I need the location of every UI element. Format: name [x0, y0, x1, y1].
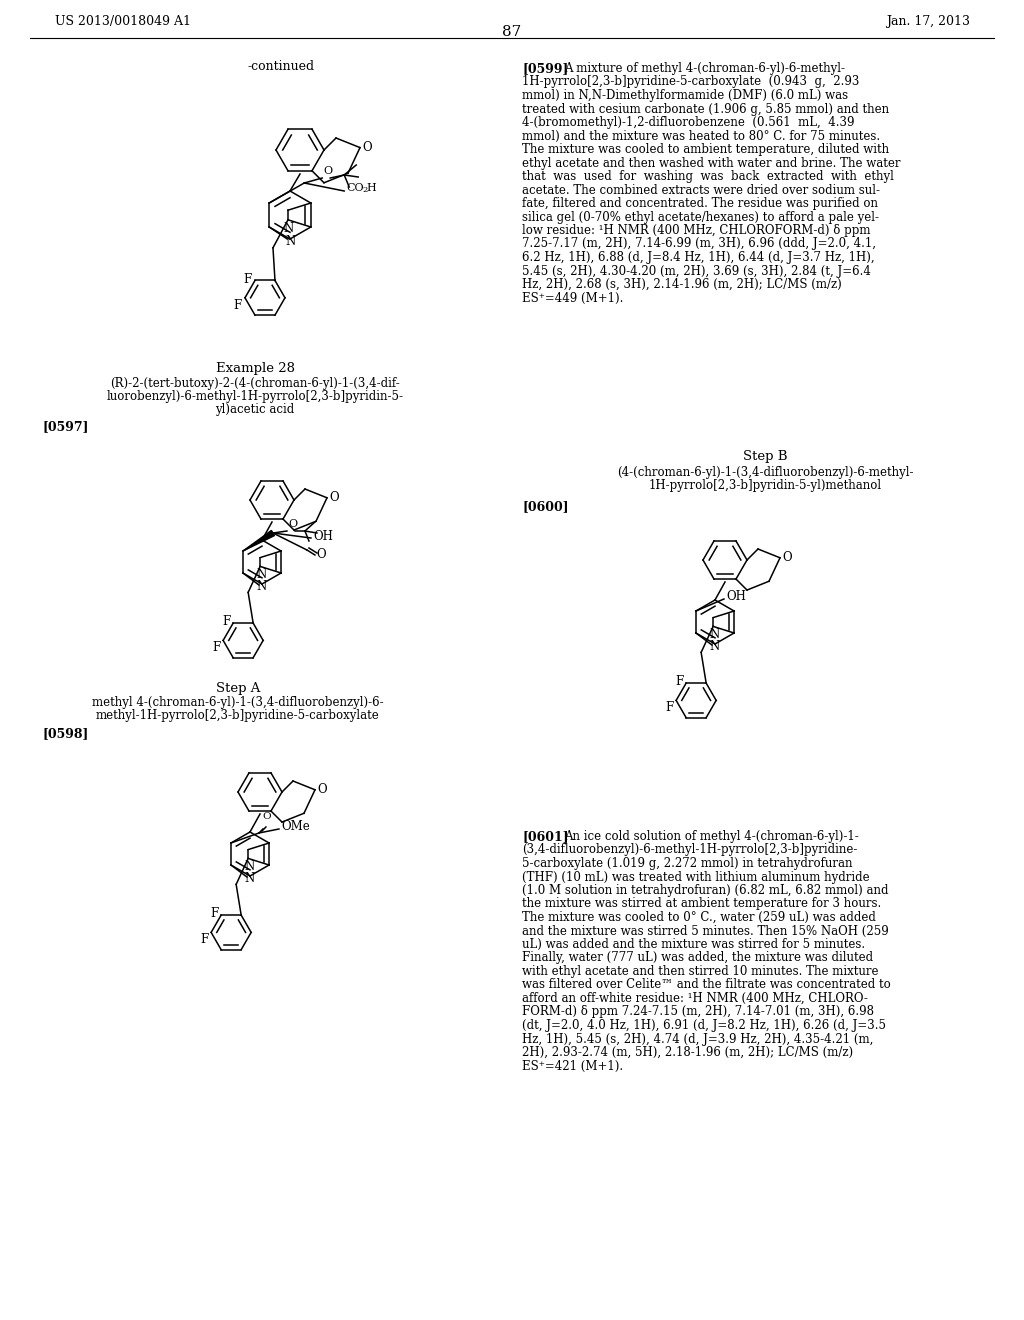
- Text: OMe: OMe: [281, 821, 309, 833]
- Text: An ice cold solution of methyl 4-(chroman-6-yl)-1-: An ice cold solution of methyl 4-(chroma…: [564, 830, 859, 843]
- Text: Jan. 17, 2013: Jan. 17, 2013: [886, 15, 970, 28]
- Text: F: F: [233, 298, 242, 312]
- Text: F: F: [210, 907, 218, 920]
- Text: O: O: [782, 552, 792, 565]
- Text: F: F: [675, 675, 683, 688]
- Text: O: O: [317, 783, 327, 796]
- Text: (1.0 M solution in tetrahydrofuran) (6.82 mL, 6.82 mmol) and: (1.0 M solution in tetrahydrofuran) (6.8…: [522, 884, 889, 898]
- Text: OH: OH: [726, 590, 745, 603]
- Text: F: F: [212, 642, 220, 655]
- Text: 5.45 (s, 2H), 4.30-4.20 (m, 2H), 3.69 (s, 3H), 2.84 (t, J=6.4: 5.45 (s, 2H), 4.30-4.20 (m, 2H), 3.69 (s…: [522, 264, 870, 277]
- Text: N: N: [244, 861, 254, 874]
- Text: afford an off-white residue: ¹H NMR (400 MHz, CHLORO-: afford an off-white residue: ¹H NMR (400…: [522, 993, 868, 1005]
- Text: the mixture was stirred at ambient temperature for 3 hours.: the mixture was stirred at ambient tempe…: [522, 898, 882, 911]
- Text: N: N: [284, 222, 294, 235]
- Text: fate, filtered and concentrated. The residue was purified on: fate, filtered and concentrated. The res…: [522, 197, 878, 210]
- Text: 1H-pyrrolo[2,3-b]pyridine-5-carboxylate  (0.943  g,  2.93: 1H-pyrrolo[2,3-b]pyridine-5-carboxylate …: [522, 75, 859, 88]
- Text: yl)acetic acid: yl)acetic acid: [215, 403, 295, 416]
- Text: and the mixture was stirred 5 minutes. Then 15% NaOH (259: and the mixture was stirred 5 minutes. T…: [522, 924, 889, 937]
- Text: acetate. The combined extracts were dried over sodium sul-: acetate. The combined extracts were drie…: [522, 183, 880, 197]
- Text: OH: OH: [313, 529, 333, 543]
- Text: N: N: [286, 235, 296, 248]
- Text: 5-carboxylate (1.019 g, 2.272 mmol) in tetrahydrofuran: 5-carboxylate (1.019 g, 2.272 mmol) in t…: [522, 857, 853, 870]
- Text: mmol) in N,N-Dimethylformamide (DMF) (6.0 mL) was: mmol) in N,N-Dimethylformamide (DMF) (6.…: [522, 88, 848, 102]
- Text: US 2013/0018049 A1: US 2013/0018049 A1: [55, 15, 191, 28]
- Text: ES⁺=449 (M+1).: ES⁺=449 (M+1).: [522, 292, 624, 305]
- Text: silica gel (0-70% ethyl acetate/hexanes) to afford a pale yel-: silica gel (0-70% ethyl acetate/hexanes)…: [522, 210, 879, 223]
- Text: F: F: [200, 933, 208, 946]
- Text: [0597]: [0597]: [42, 420, 88, 433]
- Text: ES⁺=421 (M+1).: ES⁺=421 (M+1).: [522, 1060, 624, 1072]
- Text: N: N: [256, 581, 266, 594]
- Text: ethyl acetate and then washed with water and brine. The water: ethyl acetate and then washed with water…: [522, 157, 900, 169]
- Text: 87: 87: [503, 25, 521, 40]
- Text: (dt, J=2.0, 4.0 Hz, 1H), 6.91 (d, J=8.2 Hz, 1H), 6.26 (d, J=3.5: (dt, J=2.0, 4.0 Hz, 1H), 6.91 (d, J=8.2 …: [522, 1019, 886, 1032]
- Text: treated with cesium carbonate (1.906 g, 5.85 mmol) and then: treated with cesium carbonate (1.906 g, …: [522, 103, 889, 116]
- Text: low residue: ¹H NMR (400 MHz, CHLOROFORM-d) δ ppm: low residue: ¹H NMR (400 MHz, CHLOROFORM…: [522, 224, 870, 238]
- Text: methyl 4-(chroman-6-yl)-1-(3,4-difluorobenzyl)-6-: methyl 4-(chroman-6-yl)-1-(3,4-difluorob…: [92, 696, 384, 709]
- Text: luorobenzyl)-6-methyl-1H-pyrrolo[2,3-b]pyridin-5-: luorobenzyl)-6-methyl-1H-pyrrolo[2,3-b]p…: [106, 389, 403, 403]
- Text: H: H: [367, 183, 376, 193]
- Text: N: N: [710, 640, 720, 653]
- Text: F: F: [665, 701, 673, 714]
- Text: O: O: [262, 812, 271, 821]
- Text: O: O: [329, 491, 339, 504]
- Text: Hz, 2H), 2.68 (s, 3H), 2.14-1.96 (m, 2H); LC/MS (m/z): Hz, 2H), 2.68 (s, 3H), 2.14-1.96 (m, 2H)…: [522, 279, 842, 290]
- Text: (4-(chroman-6-yl)-1-(3,4-difluorobenzyl)-6-methyl-: (4-(chroman-6-yl)-1-(3,4-difluorobenzyl)…: [616, 466, 913, 479]
- Text: 2H), 2.93-2.74 (m, 5H), 2.18-1.96 (m, 2H); LC/MS (m/z): 2H), 2.93-2.74 (m, 5H), 2.18-1.96 (m, 2H…: [522, 1045, 853, 1059]
- Text: Step B: Step B: [742, 450, 787, 463]
- Text: [0601]: [0601]: [522, 830, 568, 843]
- Text: O: O: [362, 141, 372, 154]
- Text: [0598]: [0598]: [42, 727, 88, 741]
- Text: CO: CO: [346, 183, 364, 193]
- Text: Example 28: Example 28: [215, 362, 295, 375]
- Text: 2: 2: [362, 186, 368, 194]
- Text: Step A: Step A: [216, 682, 260, 696]
- Text: The mixture was cooled to ambient temperature, diluted with: The mixture was cooled to ambient temper…: [522, 143, 889, 156]
- Text: Finally, water (777 uL) was added, the mixture was diluted: Finally, water (777 uL) was added, the m…: [522, 952, 873, 965]
- Text: methyl-1H-pyrrolo[2,3-b]pyridine-5-carboxylate: methyl-1H-pyrrolo[2,3-b]pyridine-5-carbo…: [96, 709, 380, 722]
- Text: FORM-d) δ ppm 7.24-7.15 (m, 2H), 7.14-7.01 (m, 3H), 6.98: FORM-d) δ ppm 7.24-7.15 (m, 2H), 7.14-7.…: [522, 1006, 874, 1019]
- Text: 1H-pyrrolo[2,3-b]pyridin-5-yl)methanol: 1H-pyrrolo[2,3-b]pyridin-5-yl)methanol: [648, 479, 882, 492]
- Text: N: N: [256, 569, 266, 581]
- Text: 6.2 Hz, 1H), 6.88 (d, J=8.4 Hz, 1H), 6.44 (d, J=3.7 Hz, 1H),: 6.2 Hz, 1H), 6.88 (d, J=8.4 Hz, 1H), 6.4…: [522, 251, 874, 264]
- Text: mmol) and the mixture was heated to 80° C. for 75 minutes.: mmol) and the mixture was heated to 80° …: [522, 129, 880, 143]
- Text: [0599]: [0599]: [522, 62, 568, 75]
- Text: F: F: [244, 273, 252, 286]
- Text: that  was  used  for  washing  was  back  extracted  with  ethyl: that was used for washing was back extra…: [522, 170, 894, 183]
- Text: F: F: [222, 615, 230, 627]
- Text: -continued: -continued: [248, 59, 315, 73]
- Text: O: O: [324, 166, 333, 176]
- Text: A mixture of methyl 4-(chroman-6-yl)-6-methyl-: A mixture of methyl 4-(chroman-6-yl)-6-m…: [564, 62, 845, 75]
- Text: (THF) (10 mL) was treated with lithium aluminum hydride: (THF) (10 mL) was treated with lithium a…: [522, 870, 869, 883]
- Text: 4-(bromomethyl)-1,2-difluorobenzene  (0.561  mL,  4.39: 4-(bromomethyl)-1,2-difluorobenzene (0.5…: [522, 116, 854, 129]
- Text: N: N: [709, 628, 719, 642]
- Text: O: O: [316, 548, 326, 561]
- Text: The mixture was cooled to 0° C., water (259 uL) was added: The mixture was cooled to 0° C., water (…: [522, 911, 876, 924]
- Text: [0600]: [0600]: [522, 500, 568, 513]
- Text: with ethyl acetate and then stirred 10 minutes. The mixture: with ethyl acetate and then stirred 10 m…: [522, 965, 879, 978]
- Text: (3,4-difluorobenzyl)-6-methyl-1H-pyrrolo[2,3-b]pyridine-: (3,4-difluorobenzyl)-6-methyl-1H-pyrrolo…: [522, 843, 857, 857]
- Text: Hz, 1H), 5.45 (s, 2H), 4.74 (d, J=3.9 Hz, 2H), 4.35-4.21 (m,: Hz, 1H), 5.45 (s, 2H), 4.74 (d, J=3.9 Hz…: [522, 1032, 873, 1045]
- Text: uL) was added and the mixture was stirred for 5 minutes.: uL) was added and the mixture was stirre…: [522, 939, 865, 950]
- Polygon shape: [243, 531, 274, 550]
- Text: O: O: [288, 519, 297, 529]
- Text: 7.25-7.17 (m, 2H), 7.14-6.99 (m, 3H), 6.96 (ddd, J=2.0, 4.1,: 7.25-7.17 (m, 2H), 7.14-6.99 (m, 3H), 6.…: [522, 238, 876, 251]
- Text: was filtered over Celite™ and the filtrate was concentrated to: was filtered over Celite™ and the filtra…: [522, 978, 891, 991]
- Text: (R)-2-(tert-butoxy)-2-(4-(chroman-6-yl)-1-(3,4-dif-: (R)-2-(tert-butoxy)-2-(4-(chroman-6-yl)-…: [111, 378, 400, 389]
- Text: N: N: [245, 873, 255, 886]
